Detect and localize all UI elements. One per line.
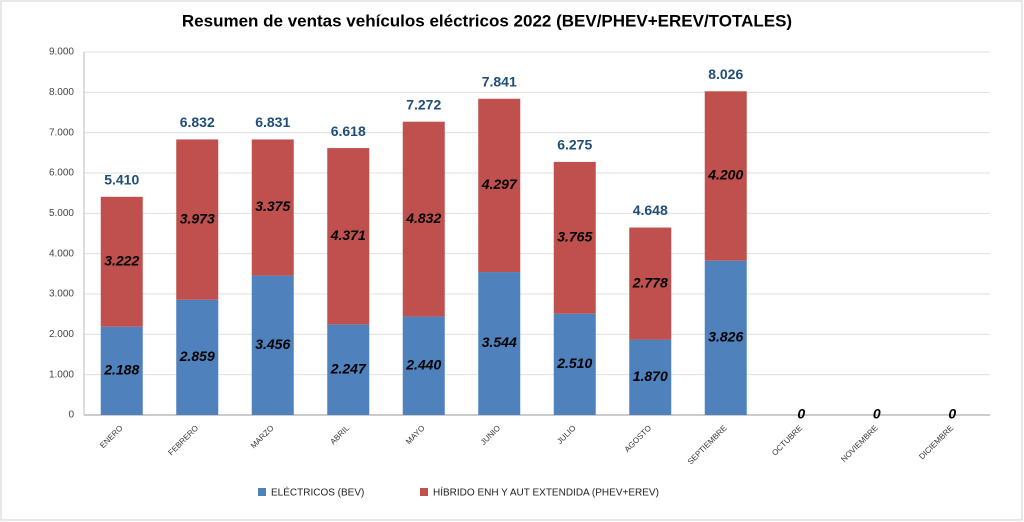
bar-segment [176,299,219,415]
legend-swatch [420,488,428,496]
y-tick-label: 1.000 [49,369,74,380]
legend-label: HÍBRIDO ENH Y AUT EXTENDIDA (PHEV+EREV) [433,486,659,499]
y-tick-label: 6.000 [49,168,74,179]
legend-label: ELÉCTRICOS (BEV) [271,486,364,499]
data-label: 3.375 [255,198,290,214]
total-label: 6.832 [180,114,215,130]
data-label: 3.456 [255,336,290,352]
chart-title: Resumen de ventas vehículos eléctricos 2… [182,11,792,30]
data-label: 1.870 [633,368,668,384]
data-label: 2.859 [179,348,215,364]
data-label: 0 [873,406,881,422]
data-label: 2.778 [632,274,668,290]
bar-segment [629,227,672,340]
bar-segment [251,275,294,415]
total-label: 6.275 [557,137,592,153]
data-label: 4.832 [405,210,441,226]
data-label: 2.247 [330,360,367,376]
y-tick-label: 3.000 [49,289,74,300]
bar-segment [327,324,370,415]
data-label: 0 [797,406,805,422]
bar-segment [478,272,521,415]
y-tick-label: 7.000 [49,127,74,138]
bar-segment [176,139,219,300]
total-label: 8.026 [708,66,743,82]
data-label: 3.973 [180,210,215,226]
y-tick-label: 2.000 [49,329,74,340]
bar-segment [402,121,445,317]
bar-segment [553,313,596,415]
bar-segment [704,260,747,415]
data-label: 3.222 [104,252,139,268]
total-label: 7.272 [406,96,441,112]
y-tick-label: 8.000 [49,87,74,98]
data-label: 4.200 [707,167,743,183]
bar-segment [478,98,521,273]
total-label: 5.410 [104,171,139,187]
bar-segment [100,196,143,327]
data-label: 3.765 [557,229,592,245]
data-label: 0 [948,406,956,422]
data-label: 2.188 [103,362,139,378]
y-tick-label: 4.000 [49,248,74,259]
bar-segment [704,91,747,261]
total-label: 4.648 [633,202,668,218]
bar-segment [251,139,294,276]
total-label: 6.831 [255,114,290,130]
y-tick-label: 9.000 [49,47,74,58]
bar-segment [100,326,143,415]
data-label: 3.544 [482,334,517,350]
data-label: 2.440 [405,356,441,372]
bar-segment [629,339,672,415]
bar-segment [402,316,445,415]
data-label: 4.297 [481,176,518,192]
bar-segment [553,161,596,314]
y-tick-label: 5.000 [49,208,74,219]
y-tick-label: 0 [68,410,74,421]
data-label: 2.510 [556,355,592,371]
total-label: 6.618 [331,123,366,139]
data-label: 3.826 [708,329,743,345]
total-label: 7.841 [482,73,517,89]
bar-segment [327,148,370,325]
legend-swatch [258,488,266,496]
data-label: 4.371 [330,227,366,243]
